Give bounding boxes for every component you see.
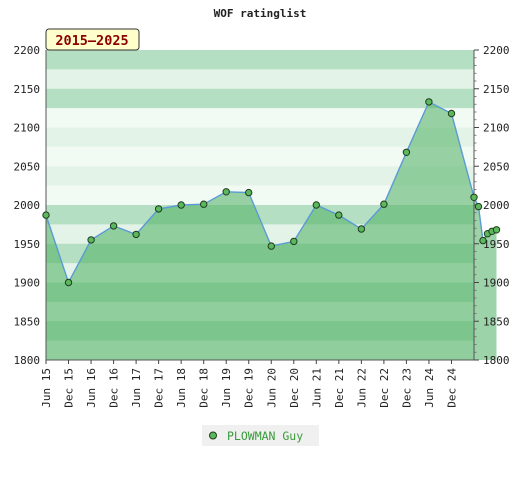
x-tick-label: Dec 18: [198, 368, 211, 408]
y-tick-label-left: 2000: [14, 199, 41, 212]
data-point: [290, 237, 298, 246]
x-tick-label: Dec 17: [153, 368, 166, 408]
x-tick-label: Jun 20: [265, 368, 278, 408]
y-tick-label-left: 2050: [14, 160, 41, 173]
x-tick-label: Dec 16: [108, 368, 121, 408]
data-point: [87, 236, 95, 244]
data-point: [402, 148, 411, 157]
x-tick-label: Jun 17: [130, 368, 143, 408]
data-point: [492, 226, 501, 234]
area-layer: [46, 101, 497, 361]
legend-label[interactable]: PLOWMAN Guy: [227, 429, 303, 443]
period-badge-label: 2015–2025: [55, 33, 128, 49]
data-point: [335, 211, 343, 219]
y-tick-label-right: 1950: [483, 238, 510, 251]
data-point: [42, 211, 50, 219]
x-tick-label: Dec 24: [445, 368, 458, 408]
data-point: [470, 193, 478, 202]
data-point: [109, 222, 118, 230]
y-tick-label-right: 1850: [483, 315, 510, 328]
data-point: [200, 200, 208, 208]
data-point: [177, 201, 185, 209]
x-tick-label: Dec 19: [243, 368, 256, 408]
axis-layer: 1800 1800 1850 1850 1900 1900 1950 1950 2000 2000…: [14, 44, 510, 408]
data-point: [474, 202, 483, 211]
data-point: [154, 205, 163, 213]
y-tick-label-left: 2150: [14, 83, 41, 96]
y-tick-label-right: 2150: [483, 83, 510, 96]
data-point: [447, 109, 456, 118]
legend-marker: [209, 431, 217, 440]
background-band: [46, 108, 474, 128]
legend-background: [202, 425, 319, 446]
data-point: [479, 236, 487, 245]
data-point: [222, 188, 230, 196]
period-badge: 2015–2025: [45, 28, 140, 51]
x-tick-label: Jun 18: [175, 368, 188, 408]
x-tick-label: Jun 21: [310, 368, 323, 408]
x-tick-label: Jun 22: [355, 368, 368, 408]
x-tick-label: Jun 24: [423, 368, 436, 408]
y-tick-label-left: 1900: [14, 277, 41, 290]
background-band: [46, 146, 474, 167]
y-tick-label-right: 2200: [483, 44, 510, 57]
period-badge-box: [45, 28, 140, 51]
y-tick-label-right: 1800: [483, 354, 510, 367]
y-tick-label-left: 2200: [14, 44, 41, 57]
x-tick-label: Dec 15: [63, 368, 76, 408]
background-band: [46, 185, 474, 206]
background-band: [46, 69, 474, 90]
background-band: [46, 166, 474, 187]
data-point: [357, 225, 366, 233]
x-tick-label: Dec 21: [333, 368, 346, 408]
y-tick-label-right: 2050: [483, 160, 510, 173]
chart-title: WOF ratinglist: [214, 7, 307, 20]
data-point: [267, 242, 275, 250]
background-band: [46, 127, 474, 148]
background-band: [46, 50, 474, 70]
y-tick-label-right: 1900: [483, 277, 510, 290]
data-point: [64, 278, 73, 287]
y-tick-label-left: 1950: [14, 238, 41, 251]
x-tick-label: Jun 16: [85, 368, 98, 408]
y-tick-label-left: 2100: [14, 122, 41, 135]
data-point: [425, 98, 433, 106]
y-tick-label-left: 1800: [14, 354, 41, 367]
series-area: [46, 101, 497, 361]
x-tick-label: Dec 22: [378, 368, 391, 408]
x-tick-label: Dec 20: [288, 368, 301, 408]
data-point: [132, 230, 140, 239]
y-tick-label-left: 1850: [14, 315, 41, 328]
legend[interactable]: PLOWMAN Guy: [202, 425, 319, 446]
data-point: [380, 200, 388, 208]
background-band: [46, 88, 474, 109]
x-tick-label: Dec 23: [400, 368, 413, 408]
data-point: [312, 201, 320, 209]
marker-layer: [42, 98, 501, 287]
data-point: [245, 188, 253, 197]
y-tick-label-right: 2000: [483, 199, 510, 212]
x-tick-label: Jun 15: [40, 368, 53, 408]
x-tick-label: Jun 19: [220, 368, 233, 408]
y-tick-label-right: 2100: [483, 122, 510, 135]
